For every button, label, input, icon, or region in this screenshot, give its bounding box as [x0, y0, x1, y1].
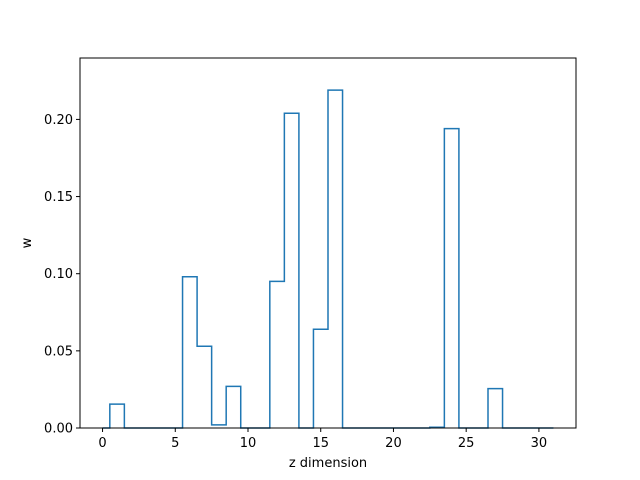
- x-tick-label: 25: [458, 436, 475, 451]
- y-tick-label: 0.00: [44, 422, 73, 437]
- y-tick-label: 0.10: [44, 267, 73, 282]
- x-tick-label: 30: [531, 436, 548, 451]
- x-tick-label: 10: [240, 436, 257, 451]
- x-tick-label: 15: [312, 436, 329, 451]
- x-tick-label: 5: [171, 436, 179, 451]
- y-axis-label: w: [20, 237, 35, 248]
- x-tick-label: 20: [385, 436, 402, 451]
- x-tick-label: 0: [98, 436, 106, 451]
- axes-frame: [79, 57, 577, 429]
- y-tick-label: 0.05: [44, 344, 73, 359]
- y-tick-label: 0.15: [44, 190, 73, 205]
- x-axis-label: z dimension: [289, 456, 367, 471]
- y-tick-label: 0.20: [44, 113, 73, 128]
- y-axis-ticks: 0.00 0.05 0.10 0.15 0.20: [44, 113, 80, 437]
- x-axis-ticks: 0 5 10 15 20 25 30: [98, 428, 547, 451]
